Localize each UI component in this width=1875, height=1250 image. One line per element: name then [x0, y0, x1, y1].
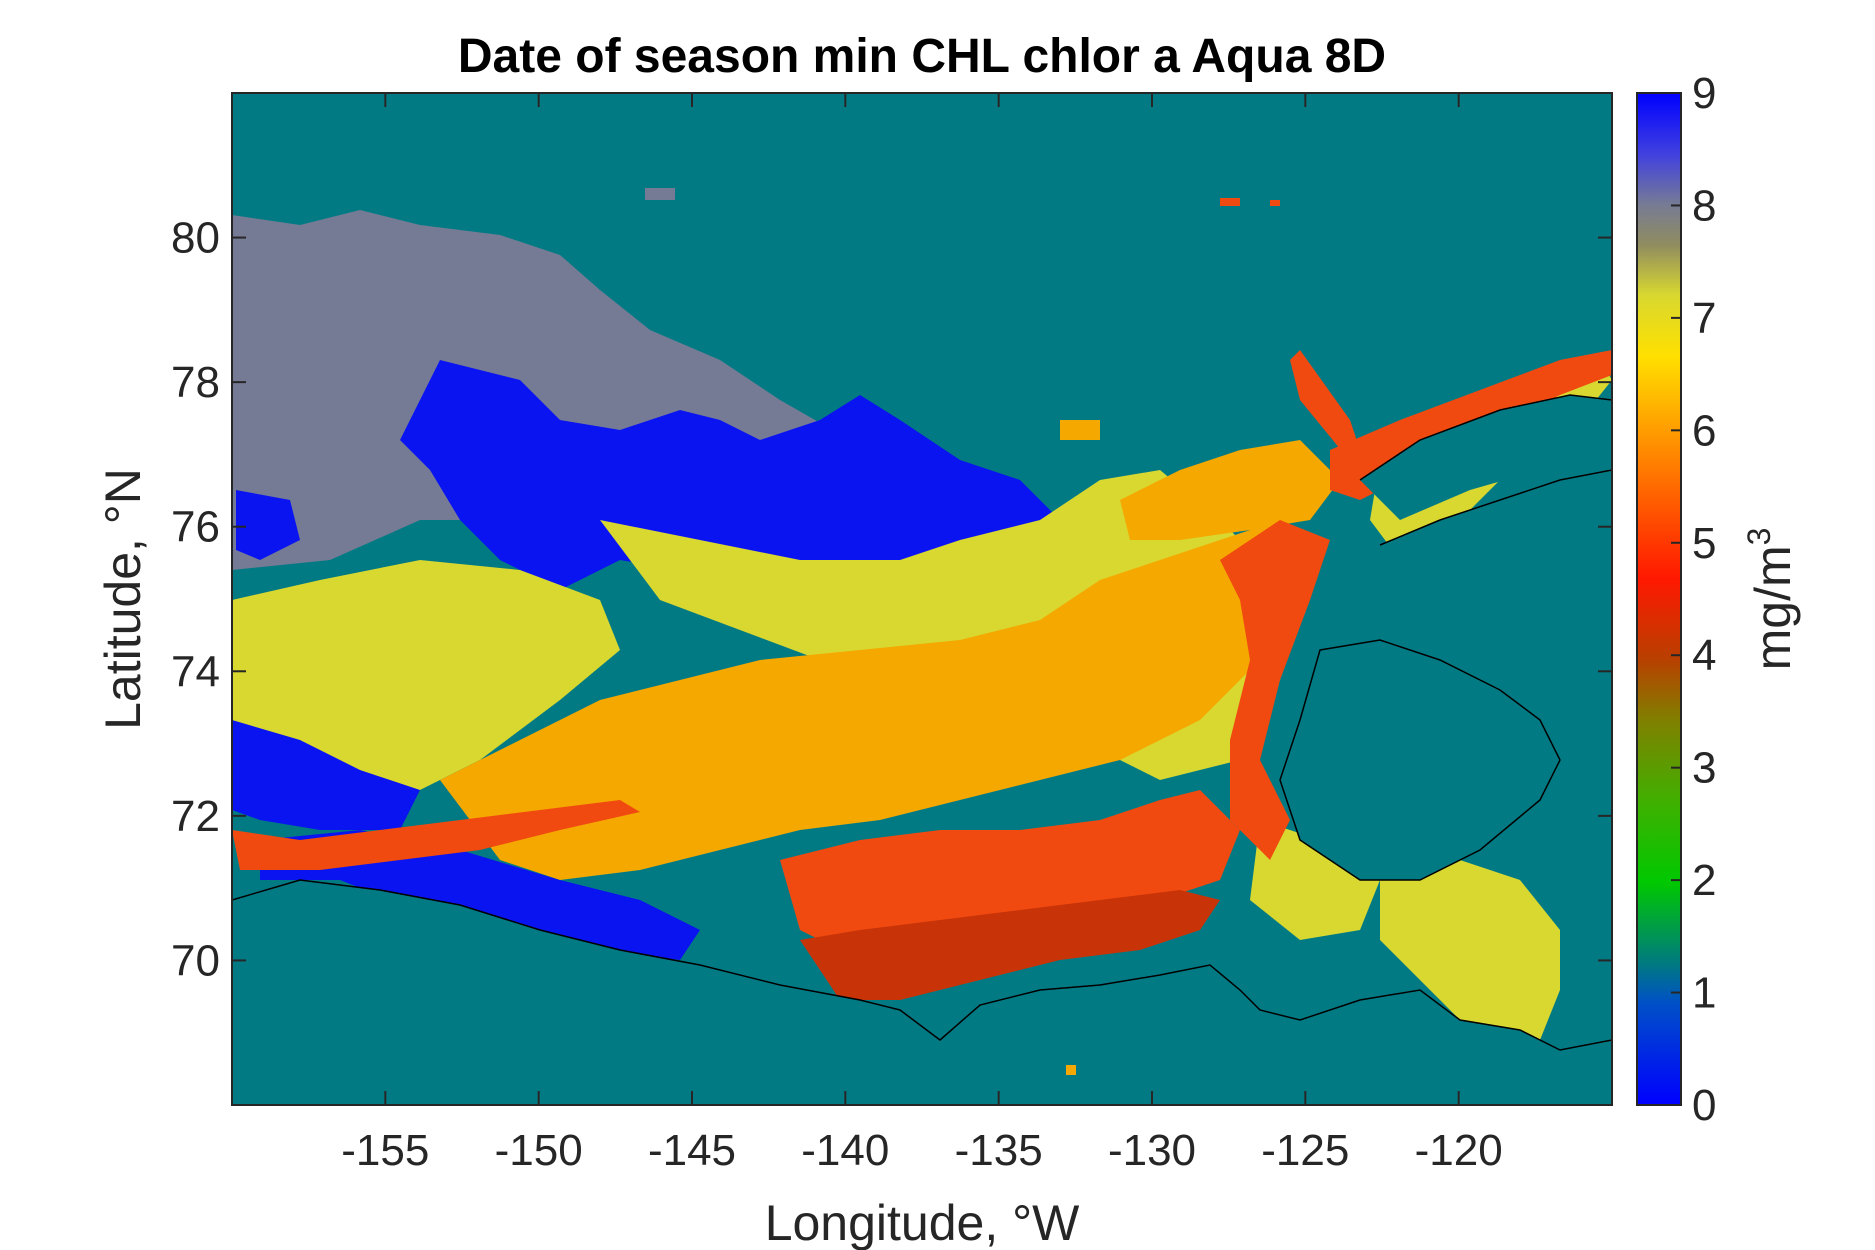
y-tick-label: 70	[171, 936, 220, 985]
speck-yellow-1	[1060, 420, 1100, 440]
y-tick-label: 72	[171, 792, 220, 841]
land-victoria-island	[1540, 700, 1612, 1000]
x-tick-label: -135	[955, 1126, 1043, 1175]
y-axis: 80 78 76 74 72 70 Latitude, °N	[95, 214, 1612, 985]
coastline-alaska	[232, 879, 1612, 1051]
map-plot-area	[232, 93, 1612, 1105]
colorbar-label-superscript: 3	[1741, 528, 1777, 546]
land-alaska	[232, 880, 1612, 1105]
colorbar-tick-label: 9	[1692, 69, 1716, 118]
y-tick-label: 80	[171, 214, 220, 263]
colorbar-tick-label: 3	[1692, 744, 1716, 793]
colorbar-tick-label: 2	[1692, 856, 1716, 905]
speck-orange-north-2	[1270, 200, 1280, 206]
region-orange-central	[440, 520, 1290, 880]
region-blue-north-belt	[400, 360, 1060, 590]
x-tick-label: -125	[1261, 1126, 1349, 1175]
region-redorange-amundsen	[1220, 520, 1330, 860]
x-tick-label: -145	[648, 1126, 736, 1175]
region-redorange-mackenzie	[780, 790, 1240, 960]
y-tick-label: 74	[171, 647, 220, 696]
y-axis-label: Latitude, °N	[95, 468, 151, 730]
colorbar-label-unit: mg/m	[1745, 545, 1801, 670]
speck-yellow-2	[1066, 1065, 1076, 1075]
land-banks-island	[1280, 640, 1560, 880]
x-tick-label: -120	[1415, 1126, 1503, 1175]
region-yellow-east	[1380, 860, 1560, 1040]
x-tick-label: -140	[801, 1126, 889, 1175]
region-darkred-shelf	[800, 890, 1220, 1000]
colorbar-tick-label: 6	[1692, 406, 1716, 455]
region-orange-north	[1120, 440, 1340, 540]
x-tick-label: -155	[341, 1126, 429, 1175]
colorbar-tick-label: 5	[1692, 519, 1716, 568]
region-blue-west-small	[236, 490, 300, 560]
land-northeast	[1380, 470, 1612, 650]
region-gray-speck	[645, 188, 675, 200]
x-axis: -155 -150 -145 -140 -135 -130 -125 -120 Longitu…	[341, 93, 1503, 1250]
speck-orange-north	[1220, 198, 1240, 206]
colorbar-tick-label: 4	[1692, 631, 1716, 680]
colorbar-label: mg/m3	[1741, 528, 1801, 671]
region-redorange-streak	[1290, 350, 1360, 455]
colorbar-tick-label: 1	[1692, 969, 1716, 1018]
colorbar-tick-label: 0	[1692, 1081, 1716, 1130]
plot-frame	[231, 92, 1613, 1106]
chart-title: Date of season min CHL chlor a Aqua 8D	[458, 30, 1386, 83]
y-tick-label: 78	[171, 358, 220, 407]
colorbar-bar	[1636, 92, 1682, 1106]
colorbar-tick-label: 7	[1692, 294, 1716, 343]
y-tick-label: 76	[171, 503, 220, 552]
region-blue-west	[232, 720, 420, 830]
land-ne-islands	[1360, 395, 1612, 520]
x-tick-label: -130	[1108, 1126, 1196, 1175]
x-tick-label: -150	[495, 1126, 583, 1175]
region-yellow-shelf	[1250, 820, 1380, 940]
region-redorange-west-streak	[232, 800, 640, 870]
coastline-banks	[1279, 639, 1561, 881]
region-yellow-west	[232, 560, 620, 790]
coastline-northeast	[1359, 394, 1612, 546]
x-axis-label: Longitude, °W	[765, 1195, 1080, 1250]
colorbar-tick-label: 8	[1692, 181, 1716, 230]
